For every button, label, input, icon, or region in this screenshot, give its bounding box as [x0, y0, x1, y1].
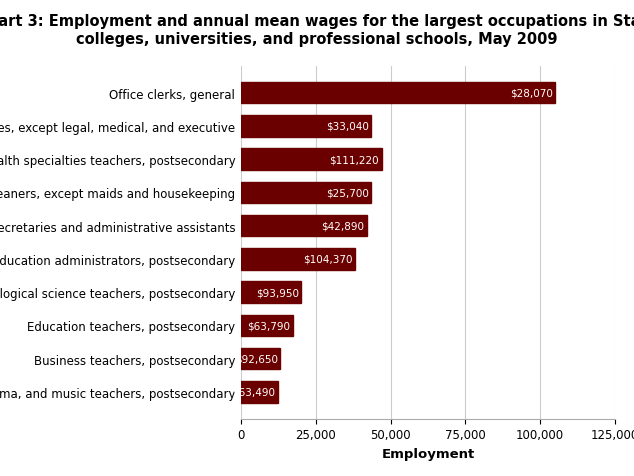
Text: $111,220: $111,220 [330, 155, 379, 165]
Bar [241, 215, 366, 237]
Bar [241, 381, 278, 403]
Text: $104,370: $104,370 [303, 254, 353, 264]
Text: Chart 3: Employment and annual mean wages for the largest occupations in State
c: Chart 3: Employment and annual mean wage… [0, 14, 634, 47]
Text: $33,040: $33,040 [326, 122, 369, 131]
Text: $63,490: $63,490 [232, 387, 275, 397]
Bar [241, 149, 382, 170]
Text: $28,070: $28,070 [510, 89, 553, 99]
Text: $25,700: $25,700 [326, 188, 369, 198]
Text: $63,790: $63,790 [248, 321, 290, 331]
Bar [241, 182, 371, 204]
X-axis label: Employment: Employment [381, 447, 475, 460]
Bar [241, 83, 555, 104]
Bar [241, 282, 301, 303]
Bar [241, 248, 354, 270]
Bar [241, 348, 280, 370]
Bar [241, 315, 293, 337]
Text: $92,650: $92,650 [235, 354, 278, 364]
Bar [241, 116, 371, 138]
Text: $42,890: $42,890 [321, 221, 364, 231]
Text: $93,950: $93,950 [256, 288, 299, 298]
